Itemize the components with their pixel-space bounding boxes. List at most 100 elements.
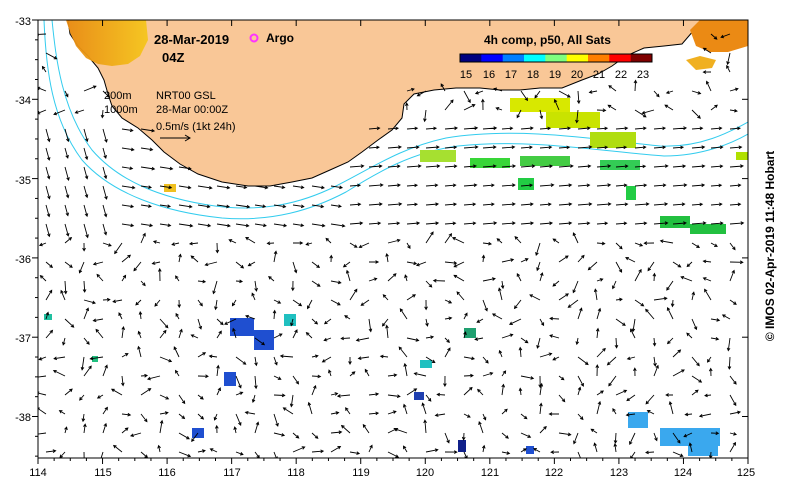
current-vector <box>197 352 207 358</box>
current-vector <box>311 354 319 359</box>
current-vector <box>425 356 436 363</box>
sst-warm-patch-east <box>690 20 748 52</box>
current-vector <box>273 375 282 380</box>
current-vector <box>596 126 609 131</box>
current-vector <box>552 238 560 244</box>
current-vector <box>197 279 207 284</box>
current-vector <box>596 164 612 168</box>
current-vector <box>121 254 132 263</box>
current-vector <box>596 221 609 226</box>
current-vector <box>45 311 50 320</box>
current-vector <box>140 451 149 458</box>
current-vector <box>608 85 617 92</box>
current-vector <box>140 147 154 152</box>
current-vector <box>159 166 174 171</box>
current-vector <box>666 337 674 345</box>
current-vector <box>691 126 704 131</box>
current-vector <box>518 346 523 358</box>
current-vector <box>83 451 85 458</box>
current-vector <box>520 413 528 420</box>
current-vector <box>653 126 667 131</box>
current-vector <box>529 294 541 301</box>
current-vector <box>41 65 47 73</box>
current-vector <box>672 432 681 444</box>
current-vector <box>387 126 400 131</box>
current-vector <box>727 356 732 370</box>
current-vector <box>178 432 190 440</box>
current-vector <box>539 164 554 169</box>
current-vector <box>493 87 503 92</box>
current-vector <box>398 346 408 358</box>
current-vector <box>406 145 420 150</box>
colorbar-tick: 18 <box>527 69 539 81</box>
current-vector <box>463 373 474 378</box>
sst-patch <box>44 314 52 320</box>
current-vector <box>536 337 541 349</box>
current-vector <box>549 316 560 321</box>
current-vector <box>140 413 148 423</box>
current-vector <box>425 126 438 131</box>
current-vector <box>368 164 383 168</box>
lat-axis-labels: -33 -34 -35 -36 -37 -38 <box>15 16 31 424</box>
current-vector <box>423 109 427 123</box>
current-vector <box>368 392 380 396</box>
current-vector <box>336 394 351 398</box>
current-vector <box>575 337 580 346</box>
current-vector <box>159 411 169 415</box>
current-vector <box>83 365 92 377</box>
current-vector <box>672 221 687 225</box>
current-vector <box>379 354 389 359</box>
current-vector <box>64 204 70 217</box>
current-vector <box>330 299 341 306</box>
current-vector <box>729 299 737 305</box>
current-vector <box>577 126 591 131</box>
current-vector <box>596 278 604 282</box>
current-vector <box>102 204 108 218</box>
colorbar-tick: 22 <box>615 69 627 81</box>
current-vector <box>369 260 380 264</box>
current-vector <box>626 394 636 402</box>
current-vector <box>520 448 527 453</box>
current-vector <box>45 449 57 453</box>
current-vector <box>254 451 260 458</box>
current-vector <box>273 204 287 209</box>
current-vector <box>596 307 602 320</box>
current-vector <box>710 126 723 131</box>
current-vector <box>463 386 473 396</box>
current-vector <box>293 241 304 245</box>
current-vector <box>159 419 164 434</box>
current-vector <box>232 327 237 339</box>
current-vector <box>204 261 218 267</box>
current-vector <box>292 446 306 453</box>
lon-label: 118 <box>287 467 305 479</box>
current-vector <box>539 145 553 150</box>
current-vector <box>328 369 332 377</box>
current-vector <box>330 411 340 415</box>
current-vector <box>552 356 560 361</box>
lon-label: 120 <box>416 467 434 479</box>
current-vector <box>672 451 684 457</box>
current-vector <box>292 329 298 339</box>
current-vector <box>424 299 428 311</box>
current-vector <box>516 109 522 119</box>
map-hour: 04Z <box>162 50 184 65</box>
current-vector <box>329 254 334 263</box>
isobath-200m-label: 200m <box>104 90 132 102</box>
current-vector <box>340 336 351 341</box>
current-vector <box>691 109 701 119</box>
current-vector <box>121 128 134 133</box>
current-vector <box>406 126 419 131</box>
lon-label: 115 <box>94 467 112 479</box>
current-vector <box>190 334 199 339</box>
current-vector <box>64 147 69 159</box>
current-vector <box>273 393 286 398</box>
current-vector <box>102 406 108 415</box>
current-vector <box>520 145 533 150</box>
current-vector <box>368 221 382 226</box>
current-vector <box>444 316 453 321</box>
current-vector <box>729 221 745 225</box>
current-vector <box>653 145 667 150</box>
current-vector <box>691 375 703 383</box>
current-vector <box>474 90 484 95</box>
current-vector <box>615 261 623 273</box>
